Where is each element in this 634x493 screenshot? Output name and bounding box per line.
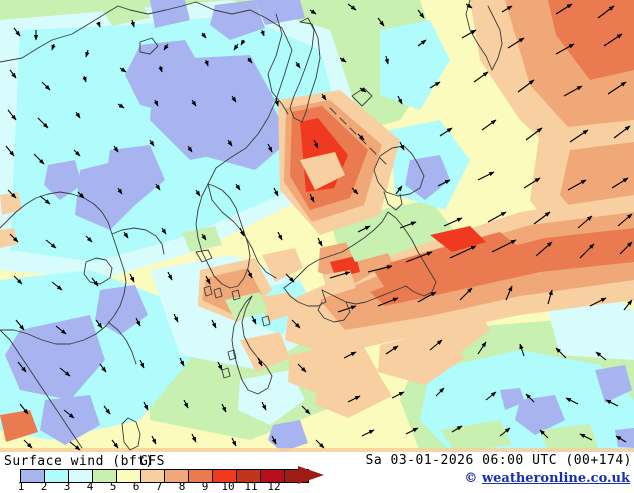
legend-tick-3: 3 [63, 480, 71, 493]
copyright-symbol: © [464, 471, 478, 486]
legend-swatch-7 [165, 470, 189, 482]
surface-wind-map[interactable] [0, 0, 634, 452]
legend-overflow-arrow [298, 466, 324, 484]
legend-tick-7: 7 [155, 480, 163, 493]
legend-swatch-9 [213, 470, 237, 482]
legend-swatch-1 [21, 470, 45, 482]
legend-swatch-5 [117, 470, 141, 482]
legend-swatch-8 [189, 470, 213, 482]
wind-barb-layer [5, 3, 633, 451]
map-panel[interactable] [0, 0, 634, 452]
legend-tick-1: 1 [17, 480, 25, 493]
credit-site-name: weatheronline.co.uk [481, 471, 630, 486]
legend-swatch-3 [69, 470, 93, 482]
legend-tick-labels: 1 2 3 4 5 6 7 8 9 10 11 12 [17, 480, 300, 493]
legend-tick-9: 9 [201, 480, 209, 493]
legend-tick-4: 4 [86, 480, 94, 493]
legend-swatch-2 [45, 470, 69, 482]
legend-tick-5: 5 [109, 480, 117, 493]
legend-tick-11: 11 [244, 480, 258, 493]
legend-swatch-11 [261, 470, 285, 482]
legend-tick-12: 12 [267, 480, 281, 493]
model-label: GFS [140, 454, 165, 469]
legend-tick-6: 6 [132, 480, 140, 493]
legend-tick-8: 8 [178, 480, 186, 493]
legend-swatch-4 [93, 470, 117, 482]
legend-title: Surface wind (bft) [4, 454, 154, 469]
legend-tick-10: 10 [221, 480, 235, 493]
legend-swatch-6 [141, 470, 165, 482]
copyright-credit[interactable]: © weatheronline.co.uk [464, 471, 630, 486]
wind-field-layer [0, 0, 634, 452]
valid-time-stamp: Sa 03-01-2026 06:00 UTC (00+174) [365, 453, 632, 468]
footer-bar: Surface wind (bft) GFS 1 2 3 4 5 6 7 8 9 10 11 12 S… [0, 452, 634, 493]
legend-swatch-10 [237, 470, 261, 482]
legend-tick-2: 2 [40, 480, 48, 493]
